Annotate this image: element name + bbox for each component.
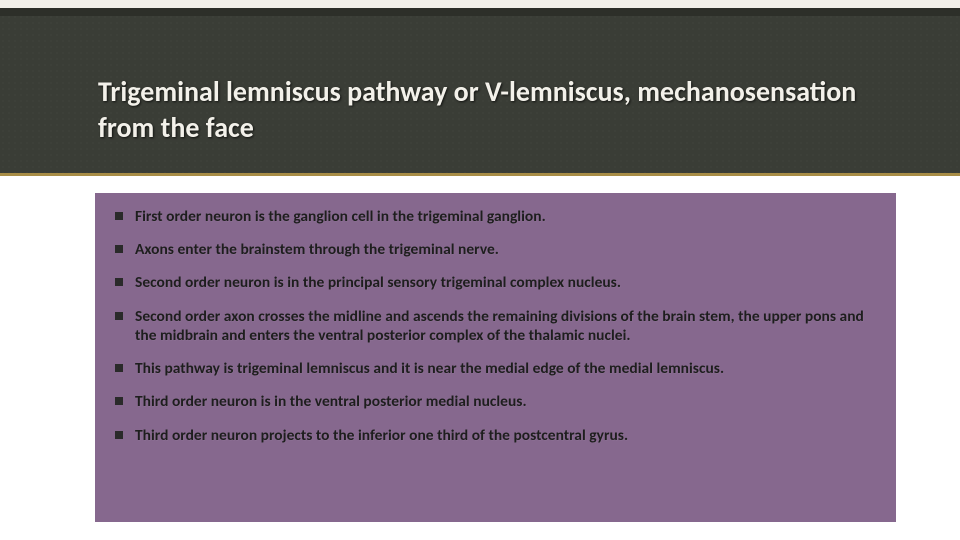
bullet-text: Third order neuron projects to the infer… — [135, 426, 628, 445]
list-item: Second order neuron is in the principal … — [113, 273, 878, 292]
bullet-list: First order neuron is the ganglion cell … — [113, 207, 878, 445]
bullet-text: Second order axon crosses the midline an… — [135, 307, 864, 345]
bullet-text: Second order neuron is in the principal … — [135, 273, 621, 292]
slide: Trigeminal lemniscus pathway or V-lemnis… — [0, 0, 960, 540]
list-item: Third order neuron projects to the infer… — [113, 426, 878, 445]
bullet-text: This pathway is trigeminal lemniscus and… — [135, 359, 724, 378]
slide-header: Trigeminal lemniscus pathway or V-lemnis… — [0, 0, 960, 176]
list-item: This pathway is trigeminal lemniscus and… — [113, 359, 878, 378]
list-item: Second order axon crosses the midline an… — [113, 307, 878, 345]
list-item: Axons enter the brainstem through the tr… — [113, 240, 878, 259]
list-item: Third order neuron is in the ventral pos… — [113, 392, 878, 411]
slide-title: Trigeminal lemniscus pathway or V-lemnis… — [98, 74, 900, 146]
list-item: First order neuron is the ganglion cell … — [113, 207, 878, 226]
bullet-text: Third order neuron is in the ventral pos… — [135, 392, 527, 411]
bullet-text: First order neuron is the ganglion cell … — [135, 207, 546, 226]
bullet-text: Axons enter the brainstem through the tr… — [135, 240, 499, 259]
content-box: First order neuron is the ganglion cell … — [95, 193, 896, 522]
